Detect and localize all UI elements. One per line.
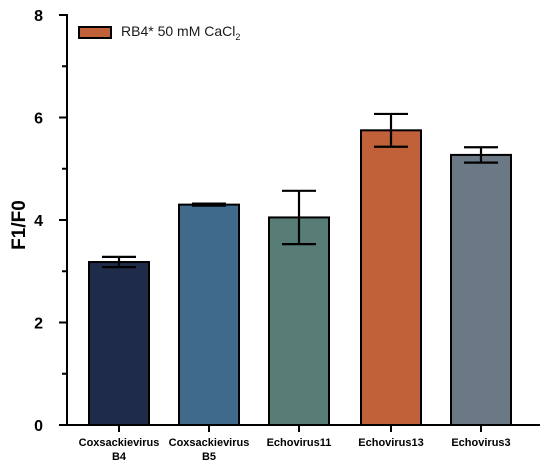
- legend-label-subscript: 2: [235, 31, 241, 42]
- axes: Coxsackievirus B4 Coxsackievirus B5 Echoviru…: [34, 8, 540, 463]
- y-tick-label-8: 8: [34, 8, 43, 25]
- error-bar-2: [192, 202, 226, 207]
- x-tick-label-5: Echovirus3: [451, 437, 510, 449]
- legend-label: RB4* 50 mM CaCl2: [121, 23, 240, 42]
- x-tick-label-line: B4: [112, 451, 127, 463]
- x-tick-label-line: Coxsackievirus: [169, 437, 250, 449]
- legend-label-main: RB4* 50 mM CaCl: [121, 22, 236, 39]
- x-tick-label-line: Coxsackievirus: [79, 437, 160, 449]
- bar-1: [88, 261, 150, 426]
- x-tick-label-line: B5: [202, 451, 216, 463]
- error-bars-layer: [102, 112, 498, 269]
- x-tick-label-line: Echovirus3: [451, 437, 510, 449]
- x-tick-label-1: Coxsackievirus B4: [79, 437, 160, 463]
- y-tick-label-6: 6: [34, 111, 43, 128]
- x-tick-label-line: Echovirus11: [267, 437, 332, 449]
- error-bar-5: [464, 146, 498, 164]
- bar-5: [450, 153, 512, 426]
- y-tick-label-0: 0: [34, 418, 43, 435]
- y-axis-label: F1/F0: [9, 200, 30, 250]
- x-tick-label-4: Echovirus13: [358, 437, 423, 449]
- bar-2: [178, 203, 240, 426]
- y-tick-label-2: 2: [34, 316, 43, 333]
- y-tick-label-4: 4: [34, 213, 43, 230]
- x-tick-label-3: Echovirus11: [267, 437, 332, 449]
- x-tick-label-line: Echovirus13: [358, 437, 423, 449]
- bars-layer: [88, 129, 512, 426]
- bar-3: [268, 216, 330, 426]
- x-tick-label-2: Coxsackievirus B5: [169, 437, 250, 463]
- error-bar-3: [282, 189, 316, 246]
- legend: RB4* 50 mM CaCl2: [78, 23, 240, 41]
- error-bar-1: [102, 255, 136, 269]
- error-bar-4: [374, 112, 408, 148]
- legend-swatch: [78, 25, 112, 39]
- y-axis-label-container: F1/F0: [0, 0, 40, 468]
- bar-4: [360, 129, 422, 426]
